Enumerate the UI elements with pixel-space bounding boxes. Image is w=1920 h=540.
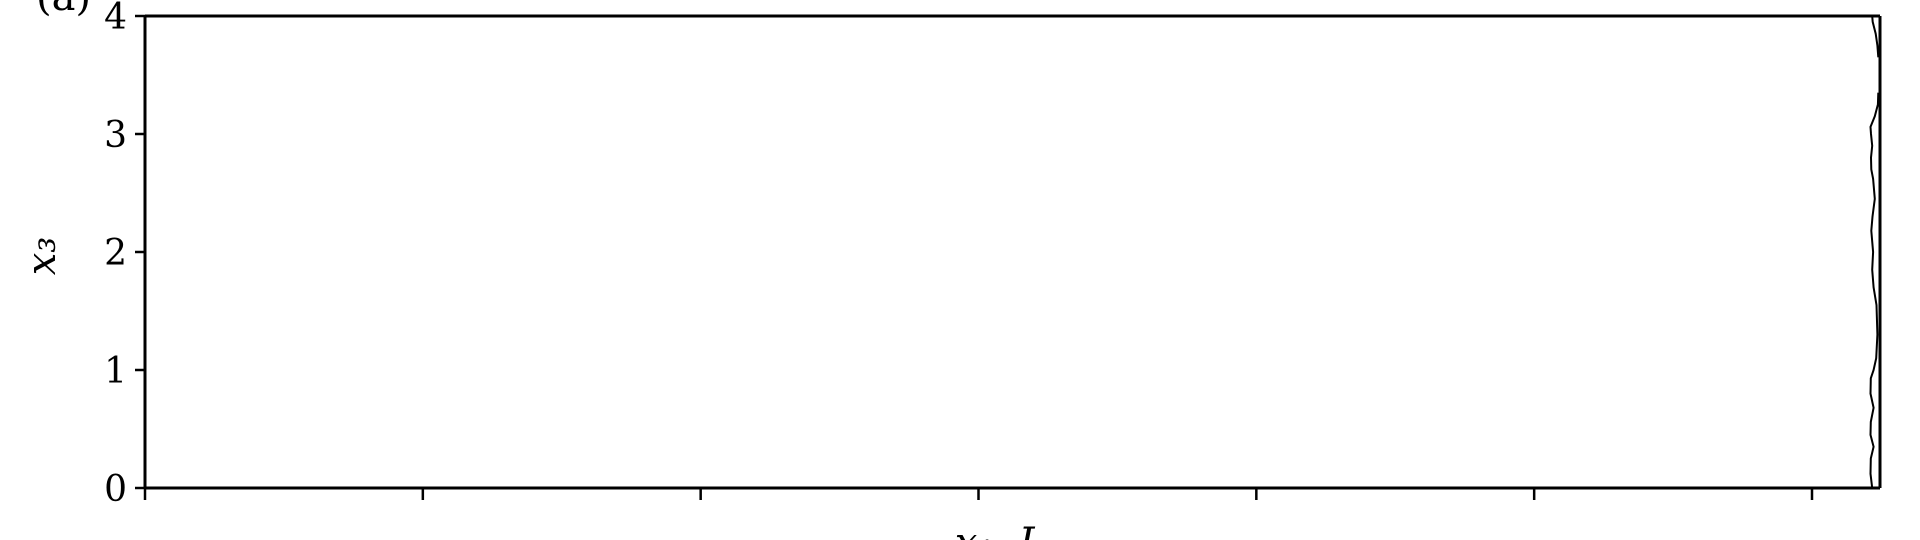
y-tick-label: 4	[104, 0, 127, 38]
y-tick-label: 1	[104, 351, 127, 392]
plot-layer: 0 1 2 3 4	[104, 0, 1880, 510]
x-axis-label: x₁, L	[955, 520, 1046, 540]
series-line-0	[1871, 93, 1879, 488]
y-tick-label: 3	[104, 115, 127, 156]
series-line-1	[1872, 16, 1878, 57]
y-axis-label: x₃	[19, 237, 65, 276]
y-tick-label: 0	[104, 469, 127, 510]
panel-label: (a)	[36, 0, 91, 20]
y-tick-label: 2	[104, 233, 127, 274]
